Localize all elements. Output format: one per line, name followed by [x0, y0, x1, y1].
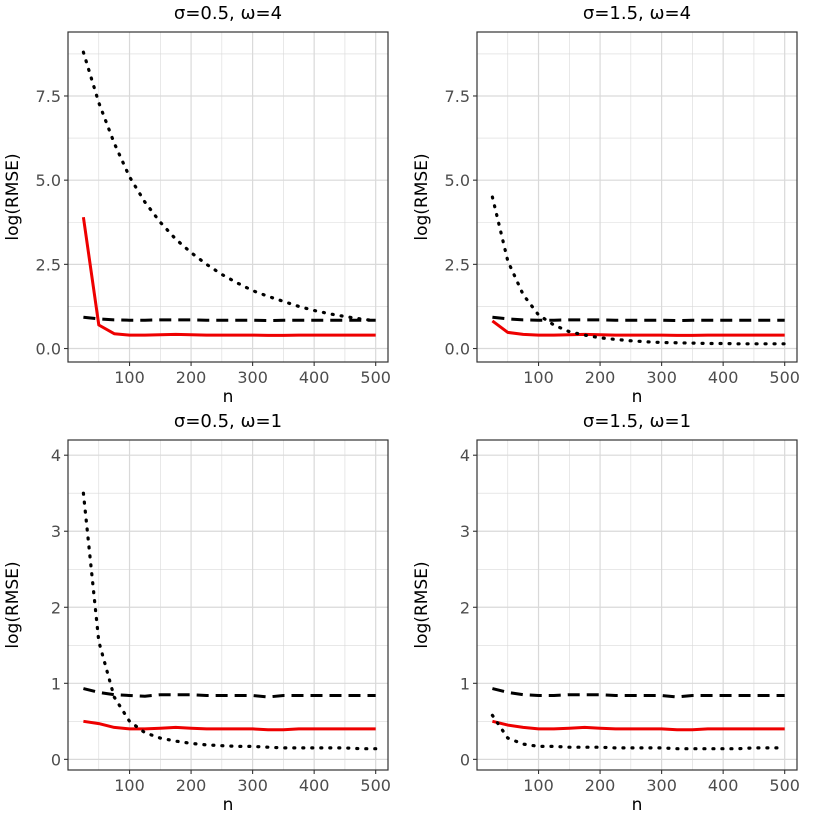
panel-title: σ=1.5, ω=4: [583, 3, 691, 24]
x-tick-label: 200: [585, 776, 616, 795]
x-tick-label: 100: [523, 368, 554, 387]
y-axis-label: log(RMSE): [3, 153, 23, 240]
x-tick-label: 400: [708, 368, 739, 387]
x-axis-label: n: [632, 387, 643, 407]
series-line-dashed: [83, 315, 376, 323]
panel-border: [476, 439, 798, 771]
y-tick-label: 1: [460, 674, 470, 693]
y-tick-label: 0: [51, 750, 61, 769]
x-tick-label: 500: [769, 368, 800, 387]
y-tick-label: 0.0: [36, 340, 61, 359]
y-tick-label: 0.0: [445, 340, 470, 359]
y-axis-label: log(RMSE): [3, 561, 23, 648]
series-line-dashed: [492, 315, 785, 323]
x-tick-label: 300: [646, 368, 677, 387]
y-tick-label: 1: [51, 674, 61, 693]
y-tick-label: 5.0: [36, 171, 61, 190]
x-tick-label: 400: [299, 368, 330, 387]
y-tick-label: 4: [51, 446, 61, 465]
x-tick-label: 100: [114, 776, 145, 795]
panel-1: 100 200 300 400 500 0.0 2.5 5.0 7.5 n log(RMSE) σ=0…: [3, 3, 391, 407]
series-line-dashed: [83, 687, 376, 699]
gridlines: [477, 32, 797, 362]
series-line-dotted: [490, 713, 787, 751]
x-tick-label: 300: [237, 776, 268, 795]
series-line-dotted: [81, 491, 378, 751]
y-tick-label: 2: [460, 598, 470, 617]
gridlines: [68, 440, 388, 770]
x-tick-label: 200: [176, 776, 207, 795]
series-line-dotted: [490, 195, 787, 346]
x-tick-label: 500: [360, 776, 391, 795]
panel-border: [476, 31, 798, 363]
panel-border: [67, 31, 389, 363]
panel-title: σ=0.5, ω=1: [174, 411, 282, 432]
panel-title: σ=1.5, ω=1: [583, 411, 691, 432]
y-tick-label: 7.5: [36, 87, 61, 106]
y-tick-label: 7.5: [445, 87, 470, 106]
x-tick-label: 500: [360, 368, 391, 387]
y-tick-label: 5.0: [445, 171, 470, 190]
y-tick-label: 2: [51, 598, 61, 617]
gridlines: [68, 32, 388, 362]
y-tick-label: 2.5: [445, 255, 470, 274]
series-line-solid: [83, 719, 376, 732]
y-axis-label: log(RMSE): [412, 561, 432, 648]
x-tick-label: 400: [299, 776, 330, 795]
x-axis-label: n: [223, 795, 234, 815]
y-tick-label: 2.5: [36, 255, 61, 274]
series-line-dashed: [492, 687, 785, 699]
panel-title: σ=0.5, ω=4: [174, 3, 282, 24]
y-tick-label: 3: [460, 522, 470, 541]
x-tick-label: 100: [523, 776, 554, 795]
x-tick-label: 200: [176, 368, 207, 387]
x-tick-label: 200: [585, 368, 616, 387]
y-tick-label: 0: [460, 750, 470, 769]
panel-4: 100 200 300 400 500 0 1 2 3 4 n log(RMSE) σ=1.5, ω=1: [412, 411, 800, 815]
gridlines: [477, 440, 797, 770]
y-tick-label: 3: [51, 522, 61, 541]
y-axis-label: log(RMSE): [412, 153, 432, 240]
panel-3: 100 200 300 400 500 0 1 2 3 4 n log(RMSE) σ=0.5, ω=1: [3, 411, 391, 815]
x-tick-label: 400: [708, 776, 739, 795]
series-line-dotted: [81, 50, 378, 323]
series-line-solid: [81, 216, 376, 337]
x-tick-label: 300: [646, 776, 677, 795]
x-tick-label: 300: [237, 368, 268, 387]
series-line-solid: [492, 719, 785, 732]
x-axis-label: n: [223, 387, 234, 407]
series-line-solid: [491, 319, 785, 337]
panel-2: 100 200 300 400 500 0.0 2.5 5.0 7.5 n log(RMSE) σ=1…: [412, 3, 800, 407]
x-tick-label: 500: [769, 776, 800, 795]
x-axis-label: n: [632, 795, 643, 815]
panel-border: [67, 439, 389, 771]
x-tick-label: 100: [114, 368, 145, 387]
y-tick-label: 4: [460, 446, 470, 465]
